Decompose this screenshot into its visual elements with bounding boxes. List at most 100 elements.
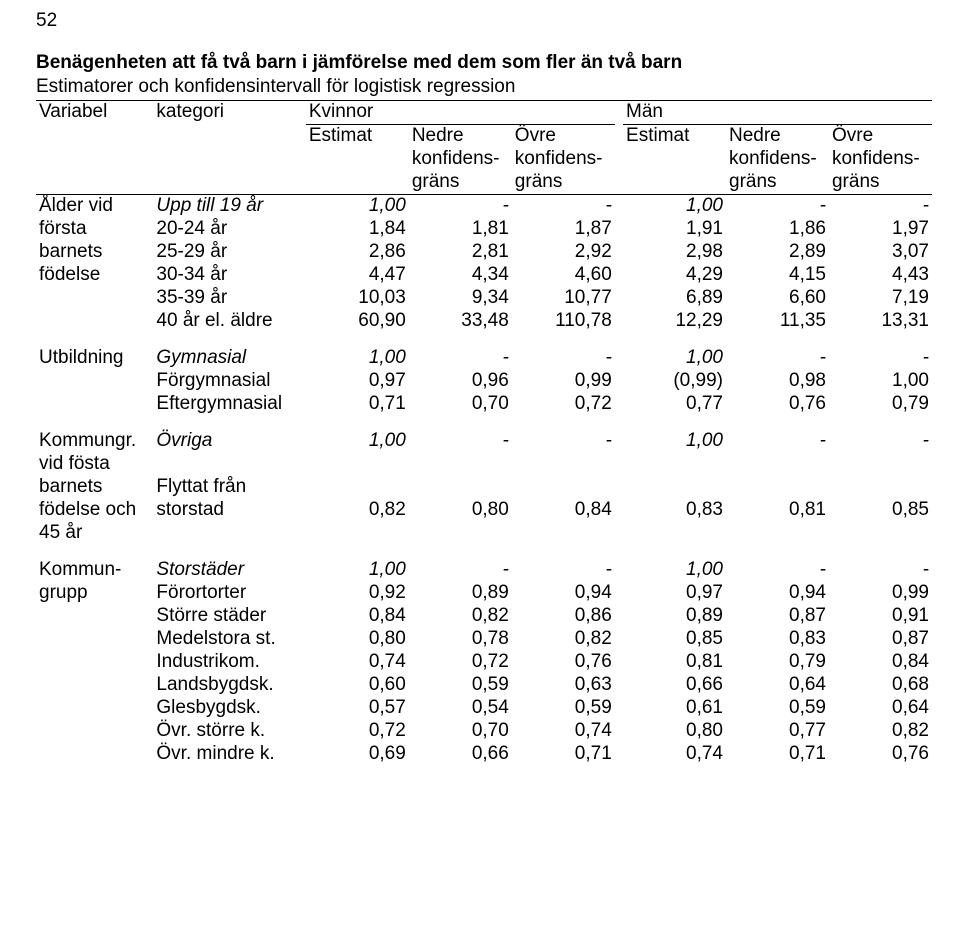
cell-value: - <box>829 195 932 219</box>
cell-value: 1,00 <box>829 370 932 393</box>
table-row: 40 år el. äldre60,9033,48110,7812,2911,3… <box>36 310 932 333</box>
cell-value: 0,77 <box>726 720 829 743</box>
cell-value: 9,34 <box>409 287 512 310</box>
cell-value: 3,07 <box>829 241 932 264</box>
cell-value: 12,29 <box>623 310 726 333</box>
cell-value: 1,00 <box>306 195 409 219</box>
cell-value: 1,97 <box>829 218 932 241</box>
category-label: Övr. mindre k. <box>153 743 305 766</box>
table-row: 35-39 år10,039,3410,776,896,607,19 <box>36 287 932 310</box>
variable-label: grupp <box>36 582 153 605</box>
cell-value: 7,19 <box>829 287 932 310</box>
table-row: 45 år <box>36 522 932 545</box>
variable-label: första <box>36 218 153 241</box>
table-row: födelse30-34 år4,474,344,604,294,154,43 <box>36 264 932 287</box>
cell-value: 1,91 <box>623 218 726 241</box>
cell-value: 0,86 <box>512 605 615 628</box>
cell-value: 2,86 <box>306 241 409 264</box>
category-label: Landsbygdsk. <box>153 674 305 697</box>
cell-value: - <box>409 195 512 219</box>
table-row: Kommungr.Övriga1,00--1,00-- <box>36 416 932 453</box>
cell-value: 1,00 <box>623 195 726 219</box>
category-label: Industrikom. <box>153 651 305 674</box>
cell-value: 0,80 <box>306 628 409 651</box>
table-row: födelse ochstorstad0,820,800,840,830,810… <box>36 499 932 522</box>
category-label: Förgymnasial <box>153 370 305 393</box>
cell-value: 0,99 <box>829 582 932 605</box>
cell-value: 4,34 <box>409 264 512 287</box>
table-header-row: gräns gräns gräns gräns <box>36 171 932 195</box>
cell-value: 0,83 <box>623 499 726 522</box>
cell-value: - <box>829 416 932 453</box>
category-label: Eftergymnasial <box>153 393 305 416</box>
variable-label <box>36 697 153 720</box>
category-label: 25-29 år <box>153 241 305 264</box>
cell-value: 0,70 <box>409 393 512 416</box>
variable-label: födelse och <box>36 499 153 522</box>
cell-value: 4,47 <box>306 264 409 287</box>
cell-value <box>829 453 932 476</box>
cell-value: - <box>512 195 615 219</box>
cell-value: 0,74 <box>306 651 409 674</box>
header-grans: gräns <box>726 171 829 195</box>
cell-value: 0,71 <box>512 743 615 766</box>
page-subtitle: Estimatorer och konfidensintervall för l… <box>36 76 932 98</box>
cell-value: 1,00 <box>623 416 726 453</box>
cell-value: 0,94 <box>726 582 829 605</box>
table-row: vid fösta <box>36 453 932 476</box>
variable-label <box>36 370 153 393</box>
cell-value: 0,59 <box>726 697 829 720</box>
table-header-row: konfidens- konfidens- konfidens- konfide… <box>36 148 932 171</box>
cell-value: - <box>409 333 512 370</box>
cell-value: - <box>512 416 615 453</box>
cell-value: 0,89 <box>409 582 512 605</box>
cell-value: 0,82 <box>512 628 615 651</box>
category-label: Övr. större k. <box>153 720 305 743</box>
cell-value: 0,71 <box>306 393 409 416</box>
variable-label <box>36 287 153 310</box>
cell-value: - <box>829 333 932 370</box>
cell-value: - <box>512 545 615 582</box>
cell-value: 1,00 <box>306 416 409 453</box>
cell-value: 0,83 <box>726 628 829 651</box>
category-label: Glesbygdsk. <box>153 697 305 720</box>
variable-label: barnets <box>36 241 153 264</box>
cell-value: 2,92 <box>512 241 615 264</box>
cell-value: 0,85 <box>623 628 726 651</box>
header-upper: Övre <box>829 125 932 149</box>
cell-value: 0,81 <box>623 651 726 674</box>
category-label: Medelstora st. <box>153 628 305 651</box>
cell-value: 0,60 <box>306 674 409 697</box>
cell-value: 4,43 <box>829 264 932 287</box>
table-row: UtbildningGymnasial1,00--1,00-- <box>36 333 932 370</box>
cell-value <box>623 522 726 545</box>
cell-value: (0,99) <box>623 370 726 393</box>
cell-value: 0,77 <box>623 393 726 416</box>
cell-value: 0,76 <box>829 743 932 766</box>
header-upper: Övre <box>512 125 615 149</box>
cell-value <box>726 522 829 545</box>
cell-value <box>726 476 829 499</box>
cell-value: 0,66 <box>409 743 512 766</box>
header-men: Män <box>623 101 726 125</box>
cell-value <box>623 453 726 476</box>
cell-value: 0,97 <box>623 582 726 605</box>
cell-value: 0,81 <box>726 499 829 522</box>
cell-value: 0,84 <box>512 499 615 522</box>
cell-value: 0,68 <box>829 674 932 697</box>
cell-value: 10,77 <box>512 287 615 310</box>
cell-value: 0,89 <box>623 605 726 628</box>
header-konf: konfidens- <box>409 148 512 171</box>
variable-label <box>36 651 153 674</box>
cell-value: 0,63 <box>512 674 615 697</box>
category-label <box>153 522 305 545</box>
variable-label: barnets <box>36 476 153 499</box>
cell-value: 0,97 <box>306 370 409 393</box>
header-konf: konfidens- <box>726 148 829 171</box>
cell-value: 0,69 <box>306 743 409 766</box>
table-row: Övr. större k.0,720,700,740,800,770,82 <box>36 720 932 743</box>
header-lower: Nedre <box>726 125 829 149</box>
cell-value: 0,82 <box>409 605 512 628</box>
cell-value: 0,94 <box>512 582 615 605</box>
table-row: Eftergymnasial0,710,700,720,770,760,79 <box>36 393 932 416</box>
